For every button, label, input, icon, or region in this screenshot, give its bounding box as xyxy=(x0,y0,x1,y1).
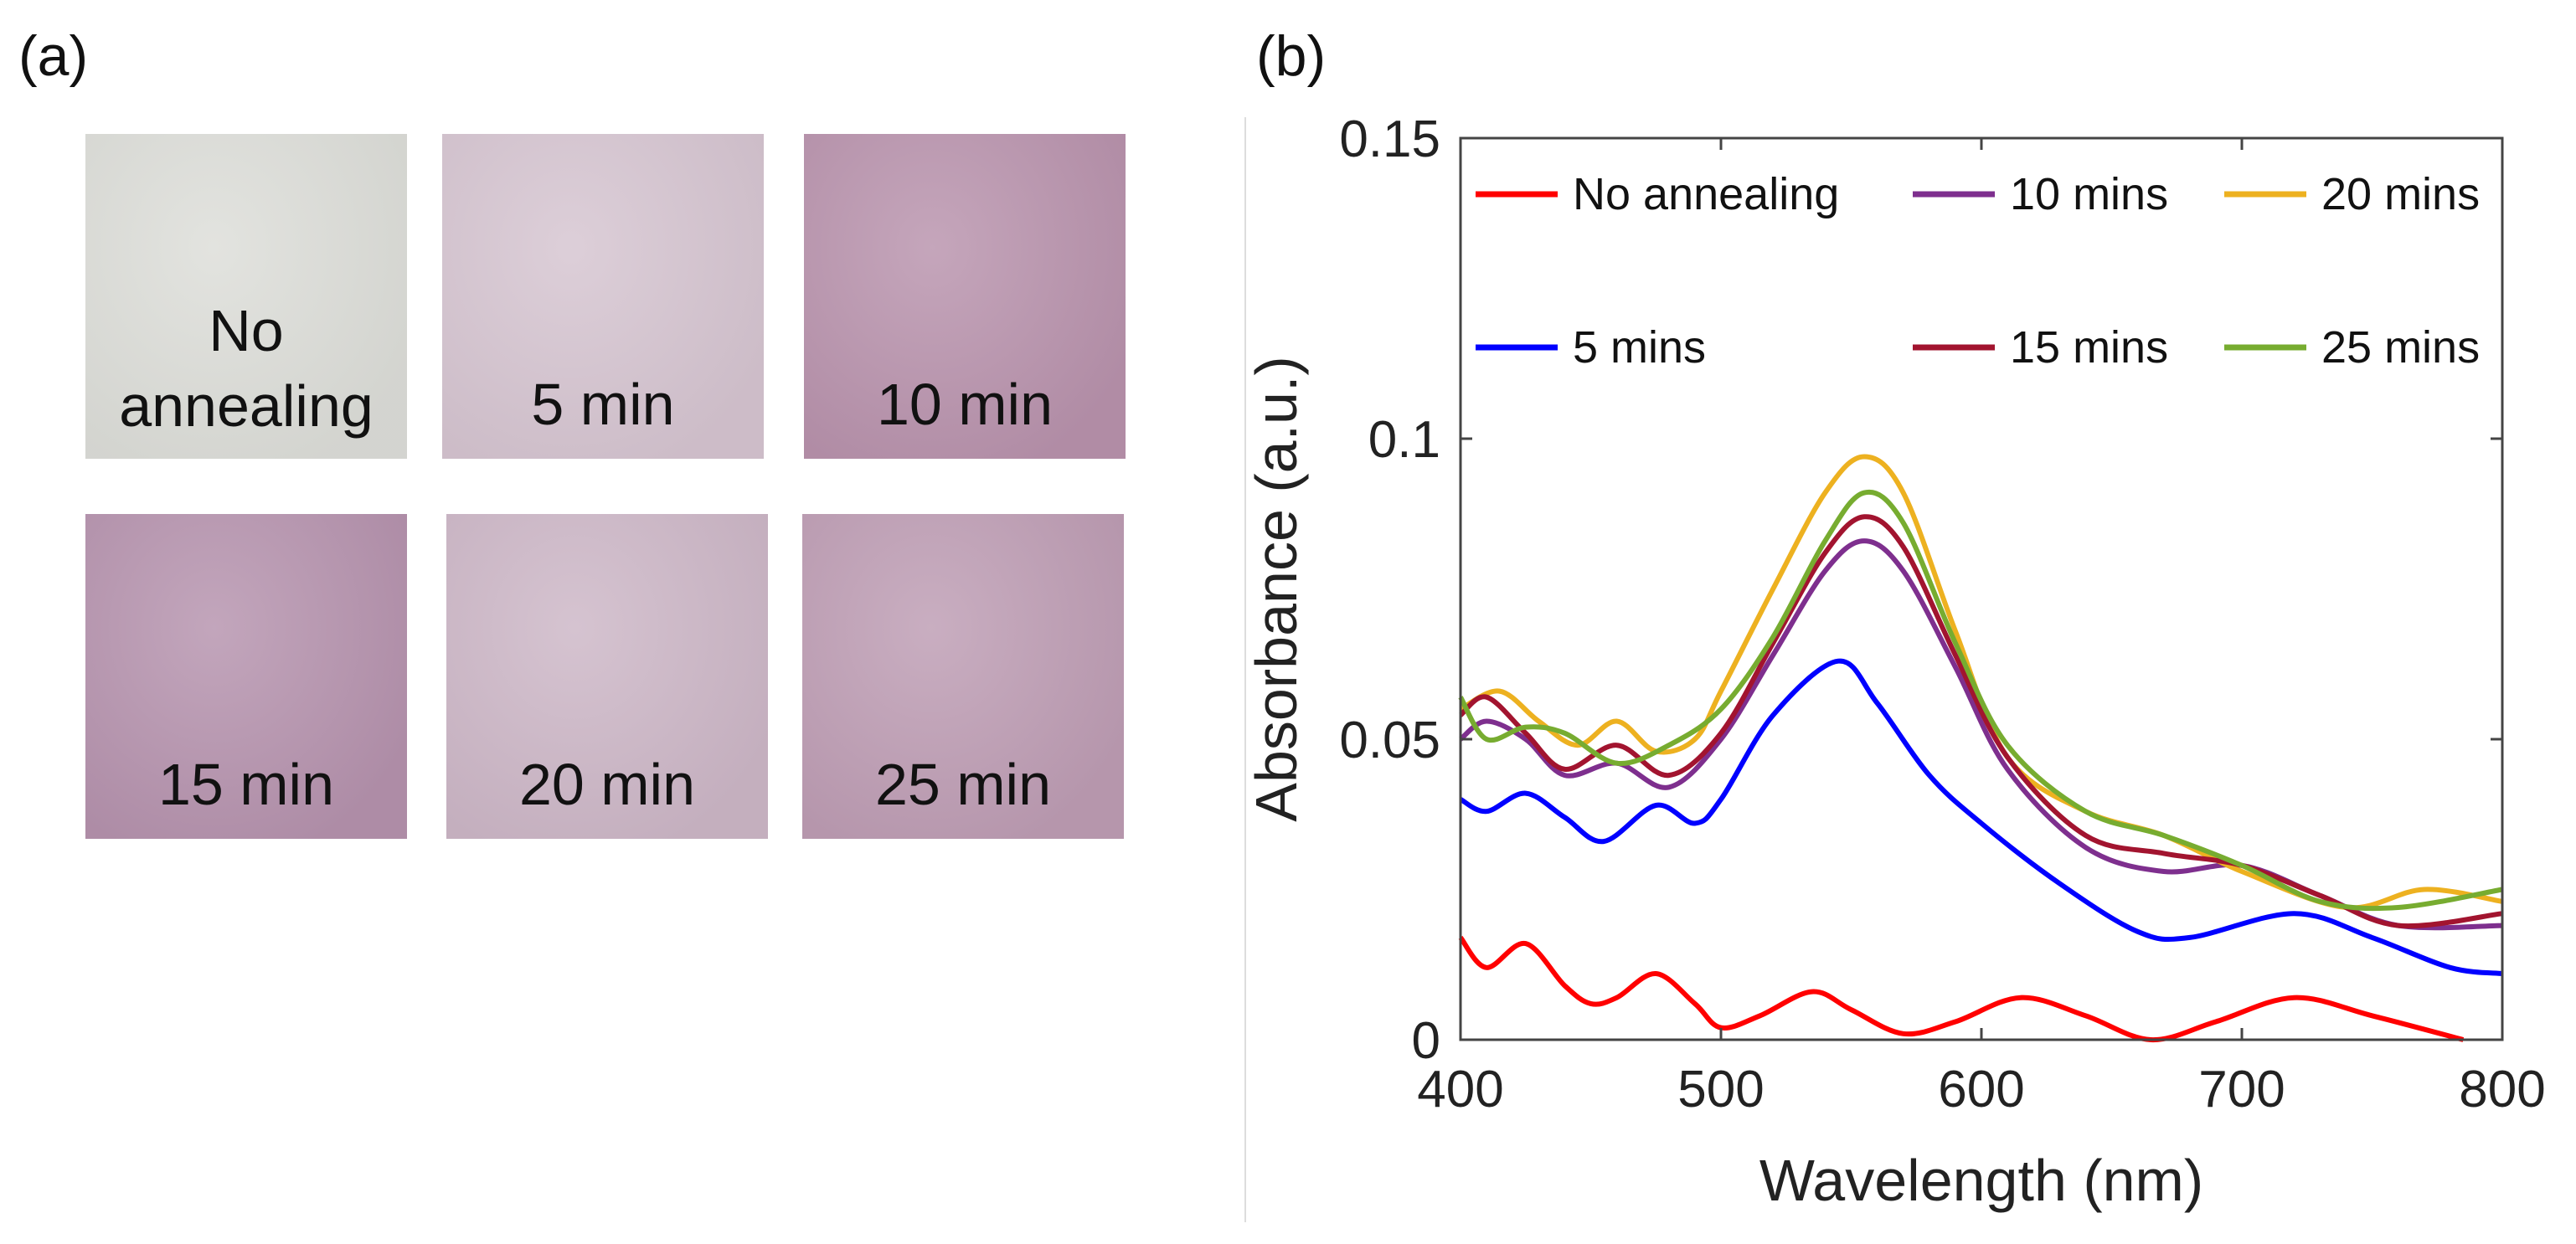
sample-tile-10-min: 10 min xyxy=(804,134,1126,459)
sample-tile-no-annealing: No annealing xyxy=(85,134,407,459)
x-tick-label: 600 xyxy=(1938,1061,2024,1118)
legend-label-25-mins: 25 mins xyxy=(2321,322,2480,373)
y-tick-label: 0.15 xyxy=(1339,111,1440,168)
sample-caption: 20 min xyxy=(518,752,696,817)
legend-label-no-annealing: No annealing xyxy=(1573,169,1839,219)
x-tick-label: 400 xyxy=(1417,1061,1503,1118)
y-axis-title: Absorbance (a.u.) xyxy=(1244,356,1309,821)
legend-label-15-mins: 15 mins xyxy=(2010,322,2168,373)
sample-caption: 15 min xyxy=(157,752,335,817)
y-tick-label: 0.1 xyxy=(1368,411,1440,469)
series-line-5-mins xyxy=(1459,658,2503,976)
sample-tile-20-min: 20 min xyxy=(446,514,768,839)
legend-label-20-mins: 20 mins xyxy=(2321,169,2480,219)
series-line-20-mins xyxy=(1459,454,2503,911)
sample-caption: 25 min xyxy=(874,752,1052,817)
legend-label-5-mins: 5 mins xyxy=(1573,322,1706,373)
sample-caption: 10 min xyxy=(876,372,1054,437)
x-tick-label: 500 xyxy=(1677,1061,1764,1118)
y-tick-label: 0.05 xyxy=(1339,712,1440,769)
x-tick-label: 800 xyxy=(2459,1061,2545,1118)
series-line-25-mins xyxy=(1458,489,2503,912)
sample-caption: No annealing xyxy=(119,298,374,439)
panel-a-label: (a) xyxy=(18,24,89,88)
sample-tile-15-min: 15 min xyxy=(85,514,407,839)
x-tick-label: 700 xyxy=(2198,1061,2285,1118)
legend-label-10-mins: 10 mins xyxy=(2010,169,2168,219)
sample-tile-25-min: 25 min xyxy=(802,514,1124,839)
x-axis-title: Wavelength (nm) xyxy=(1759,1148,2203,1213)
series-line-no-annealing xyxy=(1458,935,2465,1043)
sample-tile-5-min: 5 min xyxy=(442,134,764,459)
panel-b-label: (b) xyxy=(1256,24,1327,88)
sample-caption: 5 min xyxy=(531,372,675,437)
y-tick-label: 0 xyxy=(1412,1012,1440,1070)
series-line-10-mins xyxy=(1459,538,2503,931)
